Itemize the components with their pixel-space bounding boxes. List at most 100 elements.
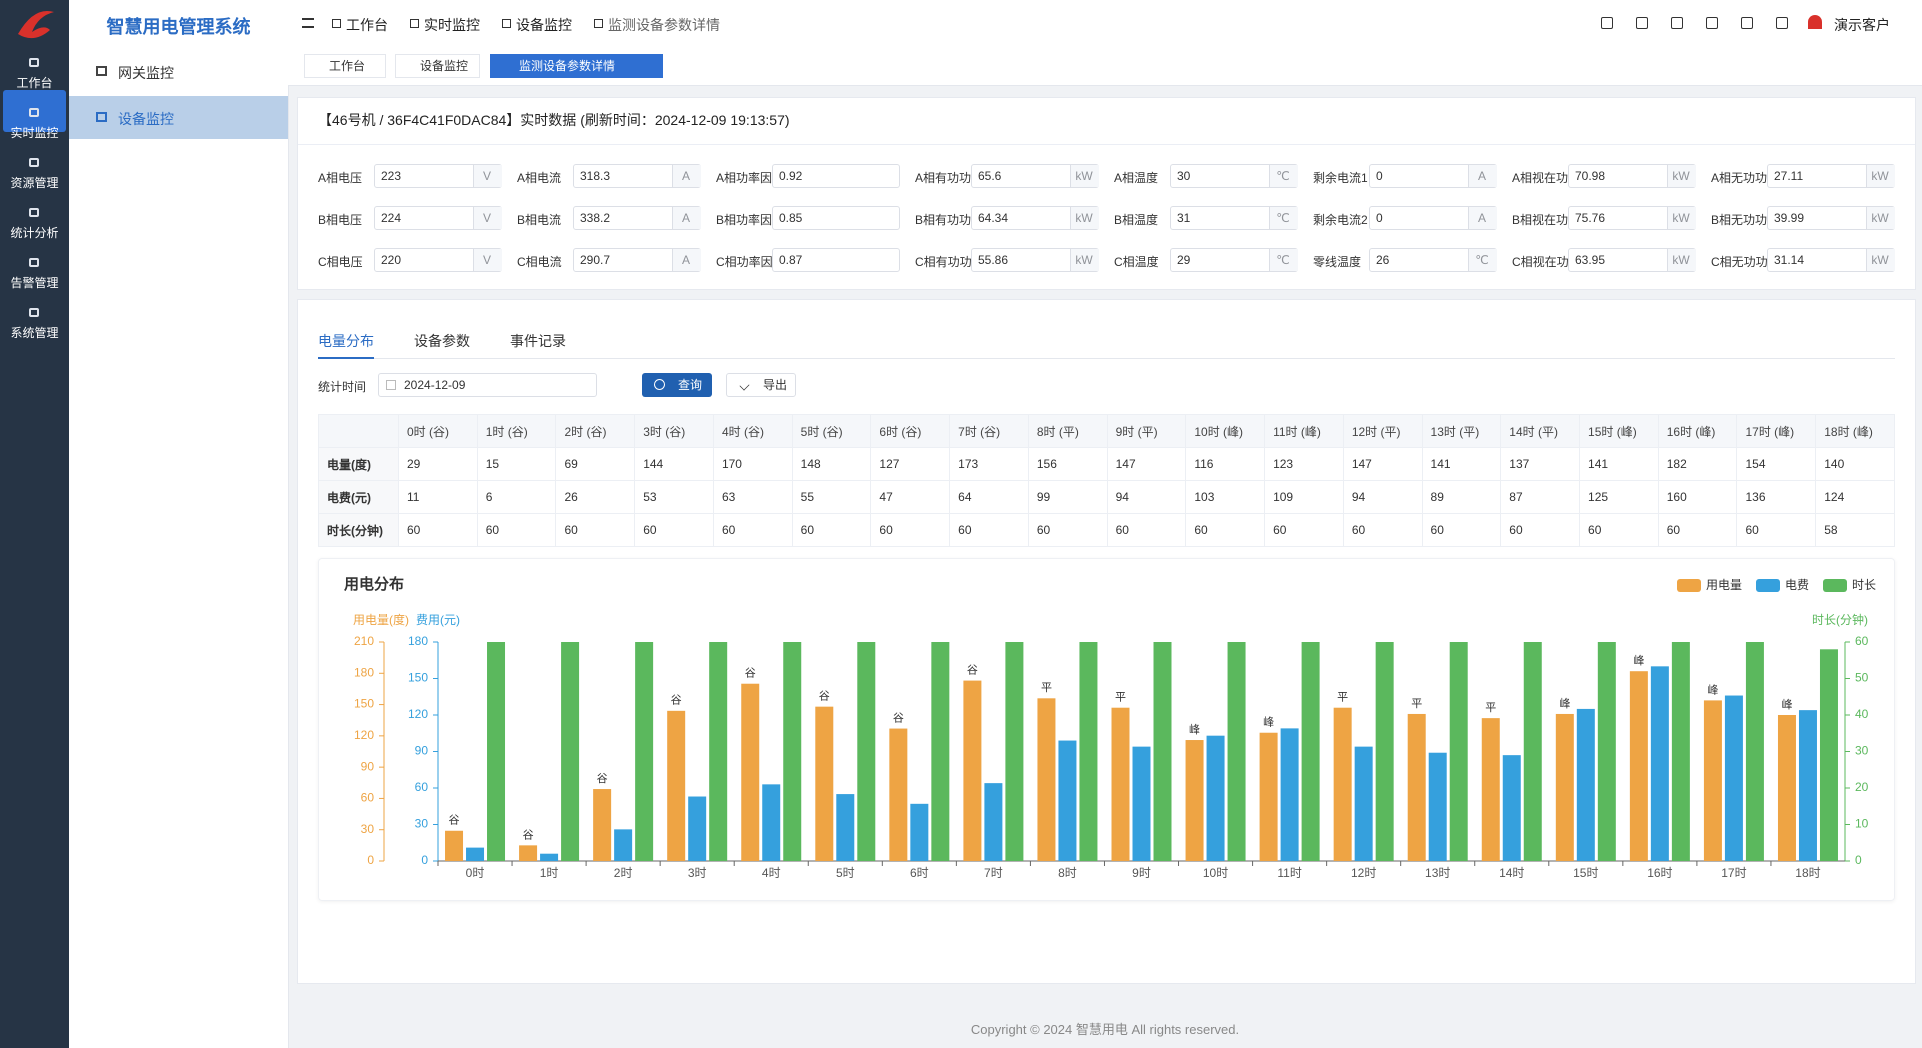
sidebar-item[interactable]: 告警管理 bbox=[10, 276, 59, 290]
param-value: 70.98 bbox=[1575, 169, 1606, 183]
detail-tab[interactable]: 设备参数 bbox=[414, 333, 470, 349]
bar bbox=[1058, 740, 1077, 861]
sidebar-item[interactable]: 工作台 bbox=[16, 76, 53, 90]
bar bbox=[741, 683, 760, 861]
y2-tick-label: 120 bbox=[408, 707, 428, 721]
table-cell: 58 bbox=[1815, 513, 1895, 547]
bar bbox=[519, 845, 538, 861]
y3-tick-label: 50 bbox=[1855, 671, 1869, 685]
param-value: 26 bbox=[1376, 253, 1390, 267]
bar bbox=[1481, 718, 1500, 861]
x-tick-label: 9时 bbox=[1132, 866, 1151, 880]
bar bbox=[1629, 671, 1648, 861]
sidebar-item[interactable]: 实时监控 bbox=[10, 126, 59, 140]
param-value: 30 bbox=[1177, 169, 1191, 183]
table-cell: 125 bbox=[1579, 480, 1659, 514]
x-tick-label: 14时 bbox=[1499, 866, 1524, 880]
submenu-item[interactable]: 设备监控 bbox=[118, 111, 174, 127]
bar bbox=[466, 847, 485, 861]
x-tick-label: 1时 bbox=[540, 866, 559, 880]
user-avatar bbox=[1808, 15, 1822, 29]
sidebar-item[interactable]: 资源管理 bbox=[10, 176, 59, 190]
date-input[interactable] bbox=[378, 373, 597, 397]
bar bbox=[1745, 642, 1764, 861]
param-unit: kW bbox=[1871, 253, 1889, 267]
breadcrumb-item[interactable]: 设备监控 bbox=[516, 17, 572, 33]
table-header-cell: 8时 (平) bbox=[1027, 414, 1108, 448]
detail-tab[interactable]: 电量分布 bbox=[318, 333, 374, 349]
param-value: 0 bbox=[1376, 211, 1383, 225]
table-cell: 89 bbox=[1421, 480, 1502, 514]
param-value: 63.95 bbox=[1575, 253, 1606, 267]
table-header-cell: 14时 (平) bbox=[1500, 414, 1581, 448]
bar-annotation: 谷 bbox=[671, 694, 682, 707]
bar bbox=[445, 830, 464, 861]
table-row: 电费(元) 11 6 26 53 63 55 47 64 99 94 103 109 94 89 87 125 1… bbox=[318, 480, 1895, 514]
bar bbox=[1819, 649, 1838, 861]
x-tick-label: 10时 bbox=[1203, 866, 1228, 880]
filter-label: 统计时间 bbox=[318, 380, 367, 394]
bar bbox=[836, 794, 855, 861]
unit-box bbox=[1667, 207, 1696, 229]
sidebar-icon bbox=[29, 108, 39, 117]
table-cell: 26 bbox=[555, 480, 636, 514]
y-tick-label: 150 bbox=[354, 697, 374, 711]
bar bbox=[1798, 710, 1817, 861]
legend-swatch bbox=[1823, 579, 1847, 592]
bar-annotation: 平 bbox=[1041, 682, 1052, 694]
bar-annotation: 峰 bbox=[1707, 683, 1718, 696]
table-cell: 173 bbox=[949, 447, 1029, 481]
query-button[interactable]: 查询 bbox=[642, 373, 712, 397]
header-icon[interactable] bbox=[1671, 17, 1683, 29]
user-name[interactable]: 演示客户 bbox=[1834, 17, 1890, 33]
param-label: C相温度 bbox=[1114, 255, 1159, 269]
table-cell: 154 bbox=[1736, 447, 1817, 481]
unit-box bbox=[672, 165, 701, 187]
header-icon[interactable] bbox=[1601, 17, 1613, 29]
submenu-item[interactable]: 网关监控 bbox=[118, 65, 174, 81]
tab[interactable]: 监测设备参数详情 bbox=[490, 54, 663, 78]
table-cell: 140 bbox=[1815, 447, 1895, 481]
export-button[interactable]: 导出 bbox=[726, 373, 796, 397]
param-value: 65.6 bbox=[978, 169, 1002, 183]
table-header-cell: 1时 (谷) bbox=[476, 414, 557, 448]
bar bbox=[487, 642, 506, 861]
table-cell: 60 bbox=[1027, 513, 1108, 547]
table-cell: 60 bbox=[949, 513, 1029, 547]
bar bbox=[1597, 642, 1616, 861]
unit-box bbox=[1866, 165, 1895, 187]
table-cell: 60 bbox=[1579, 513, 1659, 547]
header-icon[interactable] bbox=[1776, 17, 1788, 29]
table-cell: 60 bbox=[476, 513, 557, 547]
param-label: C相电压 bbox=[318, 255, 363, 269]
bar bbox=[1724, 695, 1743, 861]
param-unit: A bbox=[681, 169, 690, 183]
breadcrumb-item[interactable]: 工作台 bbox=[346, 17, 388, 33]
header-icon[interactable] bbox=[1636, 17, 1648, 29]
bar bbox=[1650, 666, 1669, 861]
sidebar-item[interactable]: 系统管理 bbox=[10, 326, 59, 340]
header-icon[interactable] bbox=[1741, 17, 1753, 29]
y3-axis-title: 时长(分钟) bbox=[1812, 612, 1868, 627]
sidebar-item[interactable]: 统计分析 bbox=[10, 226, 59, 240]
bar bbox=[540, 853, 559, 861]
table-cell: 141 bbox=[1579, 447, 1659, 481]
param-label: A相无功功率 bbox=[1711, 171, 1780, 185]
tab[interactable]: 工作台 bbox=[304, 54, 386, 78]
unit-box bbox=[473, 207, 502, 229]
table-cell: 55 bbox=[791, 480, 872, 514]
divider bbox=[298, 144, 1915, 145]
detail-tab[interactable]: 事件记录 bbox=[510, 333, 566, 349]
table-cell: 94 bbox=[1342, 480, 1423, 514]
x-tick-label: 18时 bbox=[1795, 866, 1820, 880]
bar-annotation: 峰 bbox=[1781, 698, 1792, 711]
breadcrumb-item[interactable]: 实时监控 bbox=[424, 17, 480, 33]
param-label: A相电压 bbox=[318, 171, 363, 185]
unit-box bbox=[672, 249, 701, 271]
table-cell: 182 bbox=[1657, 447, 1738, 481]
header-icon[interactable] bbox=[1706, 17, 1718, 29]
tab[interactable]: 设备监控 bbox=[395, 54, 480, 78]
bar bbox=[561, 642, 580, 861]
realtime-title: 【46号机 / 36F4C41F0DAC84】实时数据 (刷新时间：2024-1… bbox=[318, 112, 790, 128]
x-tick-label: 16时 bbox=[1647, 866, 1672, 880]
